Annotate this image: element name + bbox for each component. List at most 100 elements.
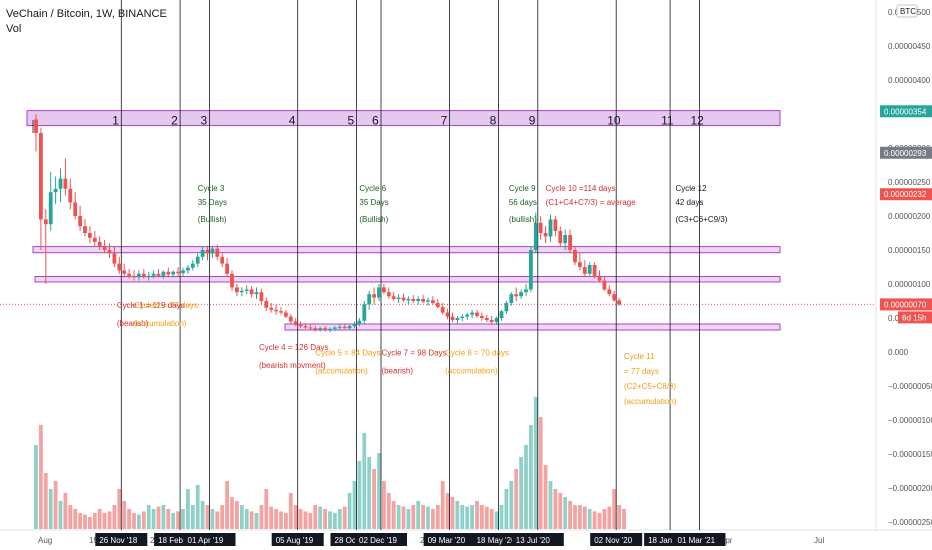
volume-bar bbox=[342, 506, 347, 529]
annotation-label: (C3+C6+C9/3) bbox=[675, 215, 727, 224]
volume-bar bbox=[529, 425, 533, 529]
volume-bar bbox=[578, 505, 582, 529]
volume-bar bbox=[612, 489, 617, 529]
candle-body bbox=[475, 312, 479, 316]
currency-badge[interactable] bbox=[896, 4, 918, 18]
date-label: 05 Aug '19 bbox=[276, 536, 314, 545]
y-tick-label: 0.00000100 bbox=[888, 280, 931, 289]
annotation-label: Cycle 9 bbox=[509, 184, 536, 193]
annotation-label: 35 Days bbox=[198, 198, 227, 207]
volume-bar bbox=[460, 505, 465, 529]
candle-body bbox=[259, 292, 264, 301]
y-tick-label: 0.00000400 bbox=[888, 76, 931, 85]
candle-body bbox=[239, 290, 244, 293]
annotation-label: Cycle 7 = 98 Days bbox=[381, 349, 446, 358]
volume-bar bbox=[372, 469, 376, 529]
x-tick-label: Aug bbox=[38, 536, 52, 545]
volume-bar bbox=[445, 493, 450, 529]
date-label-box bbox=[271, 533, 324, 546]
volume-bar bbox=[592, 511, 597, 529]
support-zone bbox=[34, 276, 781, 283]
annotation-label: (C2+C5+C8/3) bbox=[624, 382, 676, 391]
candle-body bbox=[156, 273, 161, 276]
annotation-label: Cycle 4 = 126 Days bbox=[259, 343, 329, 352]
candle-body bbox=[362, 304, 367, 321]
candle-body bbox=[53, 188, 58, 193]
candle-body bbox=[171, 271, 176, 275]
volume-bar bbox=[63, 493, 68, 529]
candle-body bbox=[337, 326, 342, 328]
candle-body bbox=[249, 289, 254, 295]
candle-body bbox=[578, 262, 582, 267]
volume-bar bbox=[230, 497, 234, 529]
y-tick-label: 0.00000150 bbox=[888, 246, 931, 255]
volume-bar bbox=[39, 425, 43, 529]
candle-body bbox=[421, 298, 425, 302]
candle-body bbox=[416, 298, 421, 301]
candle-body bbox=[288, 316, 293, 322]
candle-body bbox=[308, 327, 313, 329]
candle-body bbox=[68, 188, 73, 203]
volume-bar bbox=[249, 511, 254, 529]
cycle-number: 9 bbox=[529, 114, 536, 128]
cycle-number: 7 bbox=[441, 114, 448, 128]
candle-body bbox=[538, 222, 543, 233]
cycle-lines bbox=[120, 0, 700, 530]
annotation-label: (bearish) bbox=[381, 367, 413, 376]
candle-body bbox=[563, 235, 568, 244]
volume-bar bbox=[53, 481, 58, 529]
date-label-box bbox=[673, 533, 726, 546]
volume-bar bbox=[288, 493, 293, 529]
volume-bar bbox=[200, 501, 205, 529]
candle-body bbox=[612, 294, 617, 301]
annotation-label: Cycle 11 bbox=[624, 352, 655, 361]
volume-bar bbox=[377, 453, 381, 529]
candle-body bbox=[97, 241, 102, 247]
candle-body bbox=[146, 275, 151, 278]
volume-bar bbox=[107, 511, 112, 529]
volume-bar bbox=[426, 506, 430, 529]
x-tick-label: 15 bbox=[89, 536, 98, 545]
annotation-label: 35 Days bbox=[359, 198, 388, 207]
price-tag-label: 0.00000070 bbox=[884, 300, 927, 309]
date-label: 13 Jul '20 bbox=[516, 536, 551, 545]
volume-bars bbox=[34, 397, 626, 529]
volume-bar bbox=[406, 509, 411, 529]
candle-body bbox=[323, 328, 327, 331]
candle-body bbox=[514, 294, 519, 297]
candle-body bbox=[200, 250, 205, 257]
volume-bar bbox=[499, 505, 504, 529]
candle-body bbox=[377, 287, 381, 298]
volume-bar bbox=[475, 501, 479, 529]
volume-bar bbox=[112, 505, 117, 529]
candle-body bbox=[455, 318, 460, 321]
volume-bar bbox=[239, 505, 244, 529]
candle-body bbox=[318, 328, 323, 330]
candle-body bbox=[480, 315, 484, 318]
volume-bar bbox=[92, 513, 97, 529]
annotations: Cycle 1 = 119 days (bearish) Cycle 2 = 77 … bbox=[117, 184, 728, 406]
date-label-box bbox=[472, 533, 525, 546]
candle-body bbox=[269, 307, 274, 310]
candle-body bbox=[92, 237, 97, 242]
candle-body bbox=[548, 219, 553, 237]
candle-body bbox=[34, 119, 38, 134]
volume-bar bbox=[548, 481, 553, 529]
volume-bar bbox=[195, 485, 200, 529]
candle-body bbox=[504, 303, 509, 312]
volume-bar bbox=[563, 497, 568, 529]
cycle-number: 1 bbox=[112, 114, 119, 128]
candle-body bbox=[465, 314, 470, 317]
volume-bar bbox=[337, 509, 342, 529]
volume-bar bbox=[622, 509, 626, 529]
candle-body bbox=[470, 312, 474, 315]
volume-bar bbox=[127, 509, 131, 529]
volume-bar bbox=[558, 493, 563, 529]
volume-bar bbox=[470, 505, 474, 529]
price-tag-label: 0.00000232 bbox=[884, 190, 927, 199]
candle-body bbox=[328, 328, 332, 331]
candle-body bbox=[195, 256, 200, 264]
candle-body bbox=[391, 296, 396, 299]
